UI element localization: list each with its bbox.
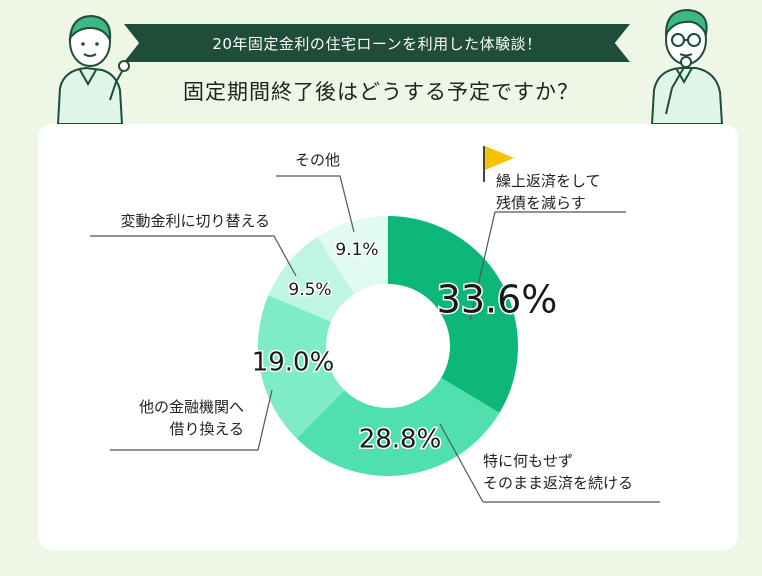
slice-0 [388, 216, 518, 413]
chart-slices [258, 216, 518, 476]
category-label-4-0: その他 [295, 151, 340, 169]
category-label-2-1: 借り換える [169, 420, 244, 438]
header-banner: 20年固定金利の住宅ローンを利用した体験談！ [124, 24, 630, 62]
category-label-3-0: 変動金利に切り替える [120, 212, 270, 230]
leader-line-3 [90, 235, 297, 277]
value-label-4: 9.1% [335, 240, 378, 260]
leader-line-1 [439, 423, 660, 503]
person-thinking-illustration [650, 8, 724, 124]
leader-lines [90, 175, 660, 503]
category-label-0-1: 残債を減らす [496, 194, 586, 212]
banner-text: 20年固定金利の住宅ローンを利用した体験談！ [212, 34, 542, 53]
category-label-1-1: そのまま返済を続ける [483, 474, 633, 492]
value-labels: 33.6% 28.8% 19.0% 9.5%9.1% [250, 239, 559, 457]
category-label-2-0: 他の金融機関へ [139, 398, 244, 416]
value-label-3: 9.5% [288, 280, 331, 300]
person-pointing-illustration [56, 14, 130, 124]
chart-card [38, 124, 738, 550]
leader-line-0 [469, 211, 626, 321]
category-label-1-0: 特に何もせず [483, 452, 573, 470]
leader-line-2 [110, 389, 273, 451]
flag-icon [483, 146, 514, 182]
slice-2 [258, 295, 345, 439]
slice-3 [268, 236, 355, 322]
value-label-1: 28.8% [359, 425, 442, 455]
slice-4 [317, 216, 388, 294]
slice-1 [296, 377, 500, 476]
value-label-2: 19.0% [252, 348, 335, 378]
flag-cloth [485, 146, 514, 170]
value-label-0: 33.6% [437, 278, 558, 322]
chart-question: 固定期間終了後はどうする予定ですか？ [183, 80, 579, 104]
leader-line-4 [276, 175, 355, 233]
category-label-0-0: 繰上返済をして [496, 172, 601, 190]
